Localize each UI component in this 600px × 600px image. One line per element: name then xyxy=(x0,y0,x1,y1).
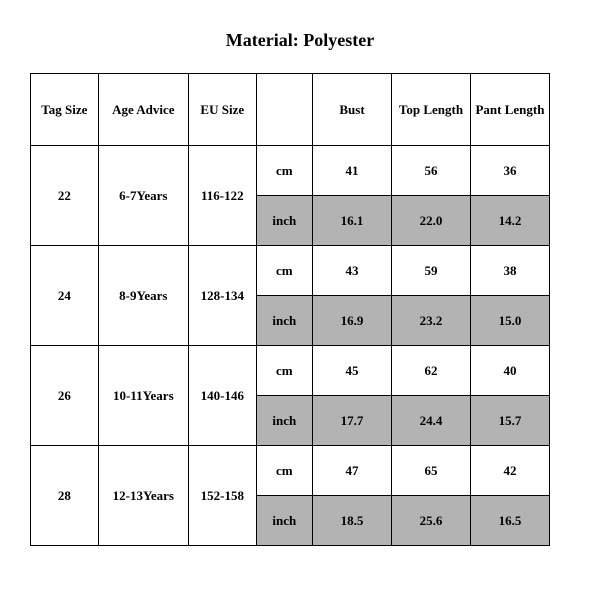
cell-pant-length-cm: 42 xyxy=(470,446,549,496)
cell-bust-inch: 18.5 xyxy=(313,496,392,546)
cell-tag-size: 28 xyxy=(31,446,99,546)
cell-top-length-cm: 56 xyxy=(392,146,471,196)
cell-tag-size: 26 xyxy=(31,346,99,446)
col-eu-size: EU Size xyxy=(188,74,256,146)
table-row: 226-7Years116-122cm415636 xyxy=(31,146,550,196)
cell-pant-length-cm: 40 xyxy=(470,346,549,396)
size-table: Tag Size Age Advice EU Size Bust Top Len… xyxy=(30,73,550,546)
size-table-wrap: Tag Size Age Advice EU Size Bust Top Len… xyxy=(0,73,600,546)
cell-age-advice: 8-9Years xyxy=(98,246,188,346)
cell-bust-cm: 41 xyxy=(313,146,392,196)
cell-bust-cm: 47 xyxy=(313,446,392,496)
cell-unit-cm: cm xyxy=(256,346,312,396)
cell-unit-cm: cm xyxy=(256,146,312,196)
table-row: 2610-11Years140-146cm456240 xyxy=(31,346,550,396)
cell-unit-inch: inch xyxy=(256,496,312,546)
cell-unit-inch: inch xyxy=(256,196,312,246)
cell-bust-cm: 43 xyxy=(313,246,392,296)
cell-age-advice: 10-11Years xyxy=(98,346,188,446)
cell-pant-length-cm: 36 xyxy=(470,146,549,196)
cell-pant-length-inch: 15.0 xyxy=(470,296,549,346)
cell-pant-length-inch: 15.7 xyxy=(470,396,549,446)
cell-bust-inch: 17.7 xyxy=(313,396,392,446)
col-pant-length: Pant Length xyxy=(470,74,549,146)
cell-pant-length-inch: 14.2 xyxy=(470,196,549,246)
cell-tag-size: 24 xyxy=(31,246,99,346)
cell-eu-size: 152-158 xyxy=(188,446,256,546)
cell-unit-inch: inch xyxy=(256,396,312,446)
cell-eu-size: 128-134 xyxy=(188,246,256,346)
col-top-length: Top Length xyxy=(392,74,471,146)
cell-top-length-inch: 25.6 xyxy=(392,496,471,546)
cell-top-length-inch: 24.4 xyxy=(392,396,471,446)
col-tag-size: Tag Size xyxy=(31,74,99,146)
cell-pant-length-inch: 16.5 xyxy=(470,496,549,546)
cell-age-advice: 6-7Years xyxy=(98,146,188,246)
col-age-advice: Age Advice xyxy=(98,74,188,146)
cell-top-length-inch: 23.2 xyxy=(392,296,471,346)
cell-bust-inch: 16.1 xyxy=(313,196,392,246)
col-unit xyxy=(256,74,312,146)
cell-top-length-cm: 59 xyxy=(392,246,471,296)
cell-unit-cm: cm xyxy=(256,246,312,296)
table-header-row: Tag Size Age Advice EU Size Bust Top Len… xyxy=(31,74,550,146)
cell-eu-size: 140-146 xyxy=(188,346,256,446)
cell-eu-size: 116-122 xyxy=(188,146,256,246)
cell-unit-inch: inch xyxy=(256,296,312,346)
cell-tag-size: 22 xyxy=(31,146,99,246)
cell-pant-length-cm: 38 xyxy=(470,246,549,296)
cell-unit-cm: cm xyxy=(256,446,312,496)
table-row: 248-9Years128-134cm435938 xyxy=(31,246,550,296)
cell-bust-inch: 16.9 xyxy=(313,296,392,346)
page-title: Material: Polyester xyxy=(0,0,600,73)
cell-age-advice: 12-13Years xyxy=(98,446,188,546)
table-body: 226-7Years116-122cm415636inch16.122.014.… xyxy=(31,146,550,546)
table-row: 2812-13Years152-158cm476542 xyxy=(31,446,550,496)
cell-top-length-cm: 62 xyxy=(392,346,471,396)
col-bust: Bust xyxy=(313,74,392,146)
cell-top-length-inch: 22.0 xyxy=(392,196,471,246)
cell-bust-cm: 45 xyxy=(313,346,392,396)
cell-top-length-cm: 65 xyxy=(392,446,471,496)
